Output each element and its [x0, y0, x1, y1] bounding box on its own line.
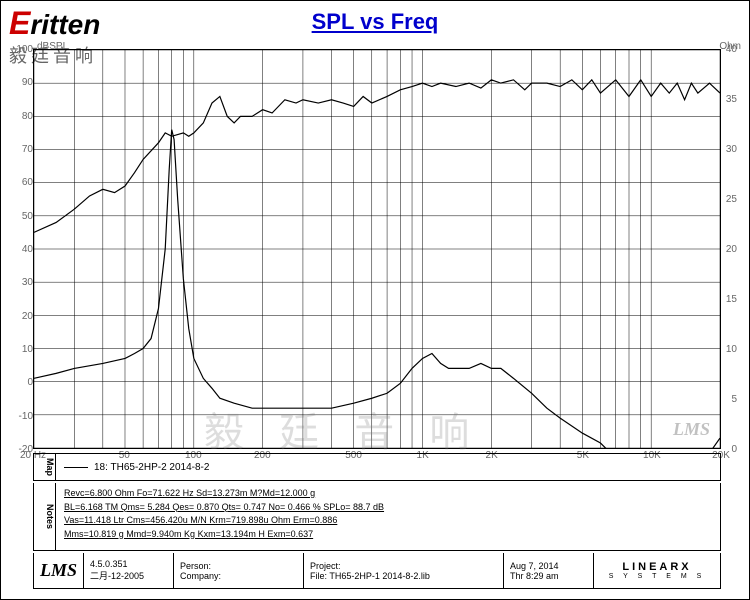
chart-plot-area: 毅 廷 音 响 LMS — [33, 49, 721, 449]
y-tick-left: 10 — [15, 344, 33, 355]
legend-text: 18: TH65-2HP-2 2014-8-2 — [94, 462, 209, 473]
footer-project: Project: — [310, 561, 497, 571]
y-tick-right: 0 — [731, 444, 737, 455]
brand-text: ritten — [30, 9, 100, 40]
footer-date: Aug 7, 2014 — [510, 561, 587, 571]
linearx-sub: S Y S T E M S — [609, 573, 706, 580]
legend-section: Map 18: TH65-2HP-2 2014-8-2 — [33, 453, 721, 481]
y-tick-right: 5 — [731, 394, 737, 405]
legend-content: 18: TH65-2HP-2 2014-8-2 — [56, 454, 720, 480]
chart-title: SPL vs Freq — [312, 9, 439, 35]
lms-watermark: LMS — [673, 419, 710, 440]
y-tick-right: 25 — [726, 194, 737, 205]
footer-person: Person: — [180, 561, 297, 571]
y-tick-right: 35 — [726, 94, 737, 105]
lms-logo: LMS — [40, 560, 77, 581]
y-tick-right: 10 — [726, 344, 737, 355]
notes-content: Revc=6.800 Ohm Fo=71.622 Hz Sd=13.273m M… — [56, 483, 720, 550]
y-tick-left: 40 — [15, 244, 33, 255]
notes-section: Notes Revc=6.800 Ohm Fo=71.622 Hz Sd=13.… — [33, 483, 721, 551]
linearx-logo: LINEARX — [622, 561, 691, 573]
notes-line: Revc=6.800 Ohm Fo=71.622 Hz Sd=13.273m M… — [64, 487, 712, 501]
legend-line-sample — [64, 467, 88, 468]
y-tick-right: 40 — [726, 44, 737, 55]
footer-time: Thr 8:29 am — [510, 571, 587, 581]
footer-company: Company: — [180, 571, 297, 581]
notes-header: Notes — [34, 483, 56, 550]
footer-section: LMS 4.5.0.351 二月-12-2005 Person: Company… — [33, 553, 721, 589]
notes-line: BL=6.168 TM Qms= 5.284 Qes= 0.870 Qts= 0… — [64, 501, 712, 515]
y-tick-right: 20 — [726, 244, 737, 255]
notes-line: Mms=10.819 g Mmd=9.940m Kg Kxm=13.194m H… — [64, 528, 712, 542]
y-tick-left: 60 — [15, 177, 33, 188]
y-tick-right: 15 — [726, 294, 737, 305]
y-tick-right: 30 — [726, 144, 737, 155]
y-tick-left: 90 — [15, 77, 33, 88]
footer-version: 4.5.0.351 — [90, 559, 167, 569]
y-tick-left: 0 — [15, 377, 33, 388]
y-tick-left: -10 — [15, 411, 33, 422]
footer-build-date: 二月-12-2005 — [90, 569, 167, 582]
y-tick-left: 20 — [15, 311, 33, 322]
y-tick-left: 30 — [15, 277, 33, 288]
notes-line: Vas=11.418 Ltr Cms=456.420u M/N Krm=719.… — [64, 514, 712, 528]
y-tick-left: 80 — [15, 111, 33, 122]
y-tick-left: 100 — [15, 44, 33, 55]
y-tick-left: 50 — [15, 211, 33, 222]
y-tick-left: 70 — [15, 144, 33, 155]
footer-file: File: TH65-2HP-1 2014-8-2.lib — [310, 571, 497, 581]
legend-header: Map — [34, 454, 56, 480]
